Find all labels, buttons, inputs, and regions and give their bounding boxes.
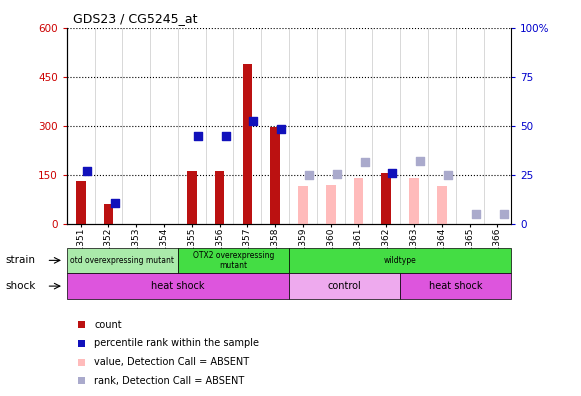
- Point: [193, 132, 203, 139]
- Point: [277, 126, 286, 132]
- Bar: [215, 171, 224, 224]
- Bar: [78, 358, 85, 366]
- Bar: [289, 273, 400, 299]
- Bar: [354, 178, 363, 224]
- Bar: [76, 181, 85, 224]
- Bar: [187, 171, 197, 224]
- Bar: [289, 248, 511, 273]
- Bar: [78, 340, 85, 347]
- Text: value, Detection Call = ABSENT: value, Detection Call = ABSENT: [94, 357, 249, 367]
- Text: shock: shock: [6, 281, 36, 291]
- Bar: [400, 273, 511, 299]
- Point: [415, 158, 425, 164]
- Text: wildtype: wildtype: [384, 256, 417, 265]
- Bar: [437, 186, 447, 224]
- Text: GDS23 / CG5245_at: GDS23 / CG5245_at: [73, 12, 197, 25]
- Text: rank, Detection Call = ABSENT: rank, Detection Call = ABSENT: [94, 376, 245, 386]
- Point: [110, 199, 119, 206]
- Point: [471, 211, 480, 217]
- Bar: [242, 64, 252, 224]
- Bar: [78, 321, 85, 328]
- Point: [221, 132, 230, 139]
- Text: OTX2 overexpressing
mutant: OTX2 overexpressing mutant: [193, 251, 274, 270]
- Text: heat shock: heat shock: [429, 281, 482, 291]
- Point: [304, 172, 314, 179]
- Text: count: count: [94, 320, 122, 330]
- Text: control: control: [328, 281, 361, 291]
- Point: [388, 170, 397, 176]
- Text: heat shock: heat shock: [151, 281, 205, 291]
- Point: [499, 211, 508, 217]
- Bar: [409, 178, 419, 224]
- Bar: [78, 377, 85, 384]
- Bar: [67, 273, 289, 299]
- Text: strain: strain: [6, 255, 36, 265]
- Text: otd overexpressing mutant: otd overexpressing mutant: [70, 256, 174, 265]
- Point: [82, 168, 91, 175]
- Bar: [103, 204, 113, 224]
- Bar: [381, 173, 391, 224]
- Bar: [270, 128, 280, 224]
- Point: [443, 172, 453, 179]
- Point: [360, 159, 370, 166]
- Bar: [326, 185, 336, 224]
- Point: [332, 171, 342, 177]
- Bar: [67, 248, 178, 273]
- Bar: [178, 248, 289, 273]
- Text: percentile rank within the sample: percentile rank within the sample: [94, 339, 259, 348]
- Bar: [298, 186, 308, 224]
- Point: [249, 118, 258, 124]
